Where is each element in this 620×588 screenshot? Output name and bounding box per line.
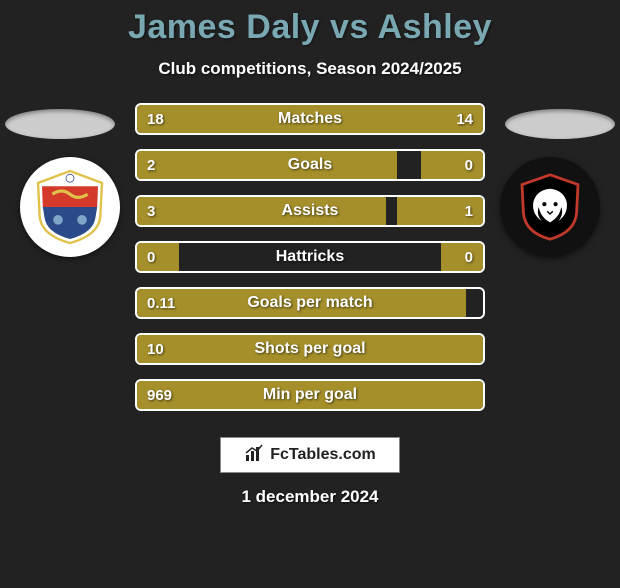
stat-label: Hattricks: [137, 243, 483, 271]
badge-shadow-right: [505, 109, 615, 139]
comparison-stage: 1814Matches 20Goals 31Assists 00Hattricks 0.…: [0, 103, 620, 411]
stat-bar-right: [441, 243, 483, 271]
club-badge-right: [500, 157, 600, 257]
stat-bar-right: [421, 151, 483, 179]
stat-bar-right: [331, 105, 483, 133]
chart-icon: [244, 443, 264, 468]
stat-rows: 1814Matches 20Goals 31Assists 00Hattricks 0.…: [135, 103, 485, 411]
badge-shadow-left: [5, 109, 115, 139]
stat-row: 0.11Goals per match: [135, 287, 485, 319]
stat-row: 00Hattricks: [135, 241, 485, 273]
stat-row: 31Assists: [135, 195, 485, 227]
stat-bar-left: [137, 289, 466, 317]
footer-date: 1 december 2024: [0, 487, 620, 507]
footer-logo-text: FcTables.com: [270, 446, 376, 464]
stat-row: 10Shots per goal: [135, 333, 485, 365]
stat-bar-right: [397, 197, 484, 225]
stat-bar-left: [137, 335, 483, 363]
club-badge-left: [20, 157, 120, 257]
stat-bar-left: [137, 105, 331, 133]
stat-row: 20Goals: [135, 149, 485, 181]
stat-bar-left: [137, 197, 386, 225]
stat-row: 969Min per goal: [135, 379, 485, 411]
crest-left-icon: [30, 167, 110, 247]
stat-row: 1814Matches: [135, 103, 485, 135]
crest-right-icon: [515, 172, 585, 242]
stat-bar-left: [137, 381, 483, 409]
page-subtitle: Club competitions, Season 2024/2025: [0, 59, 620, 79]
page-title: James Daly vs Ashley: [0, 8, 620, 47]
stat-bar-left: [137, 243, 179, 271]
footer-logo: FcTables.com: [220, 437, 400, 473]
stat-bar-left: [137, 151, 397, 179]
